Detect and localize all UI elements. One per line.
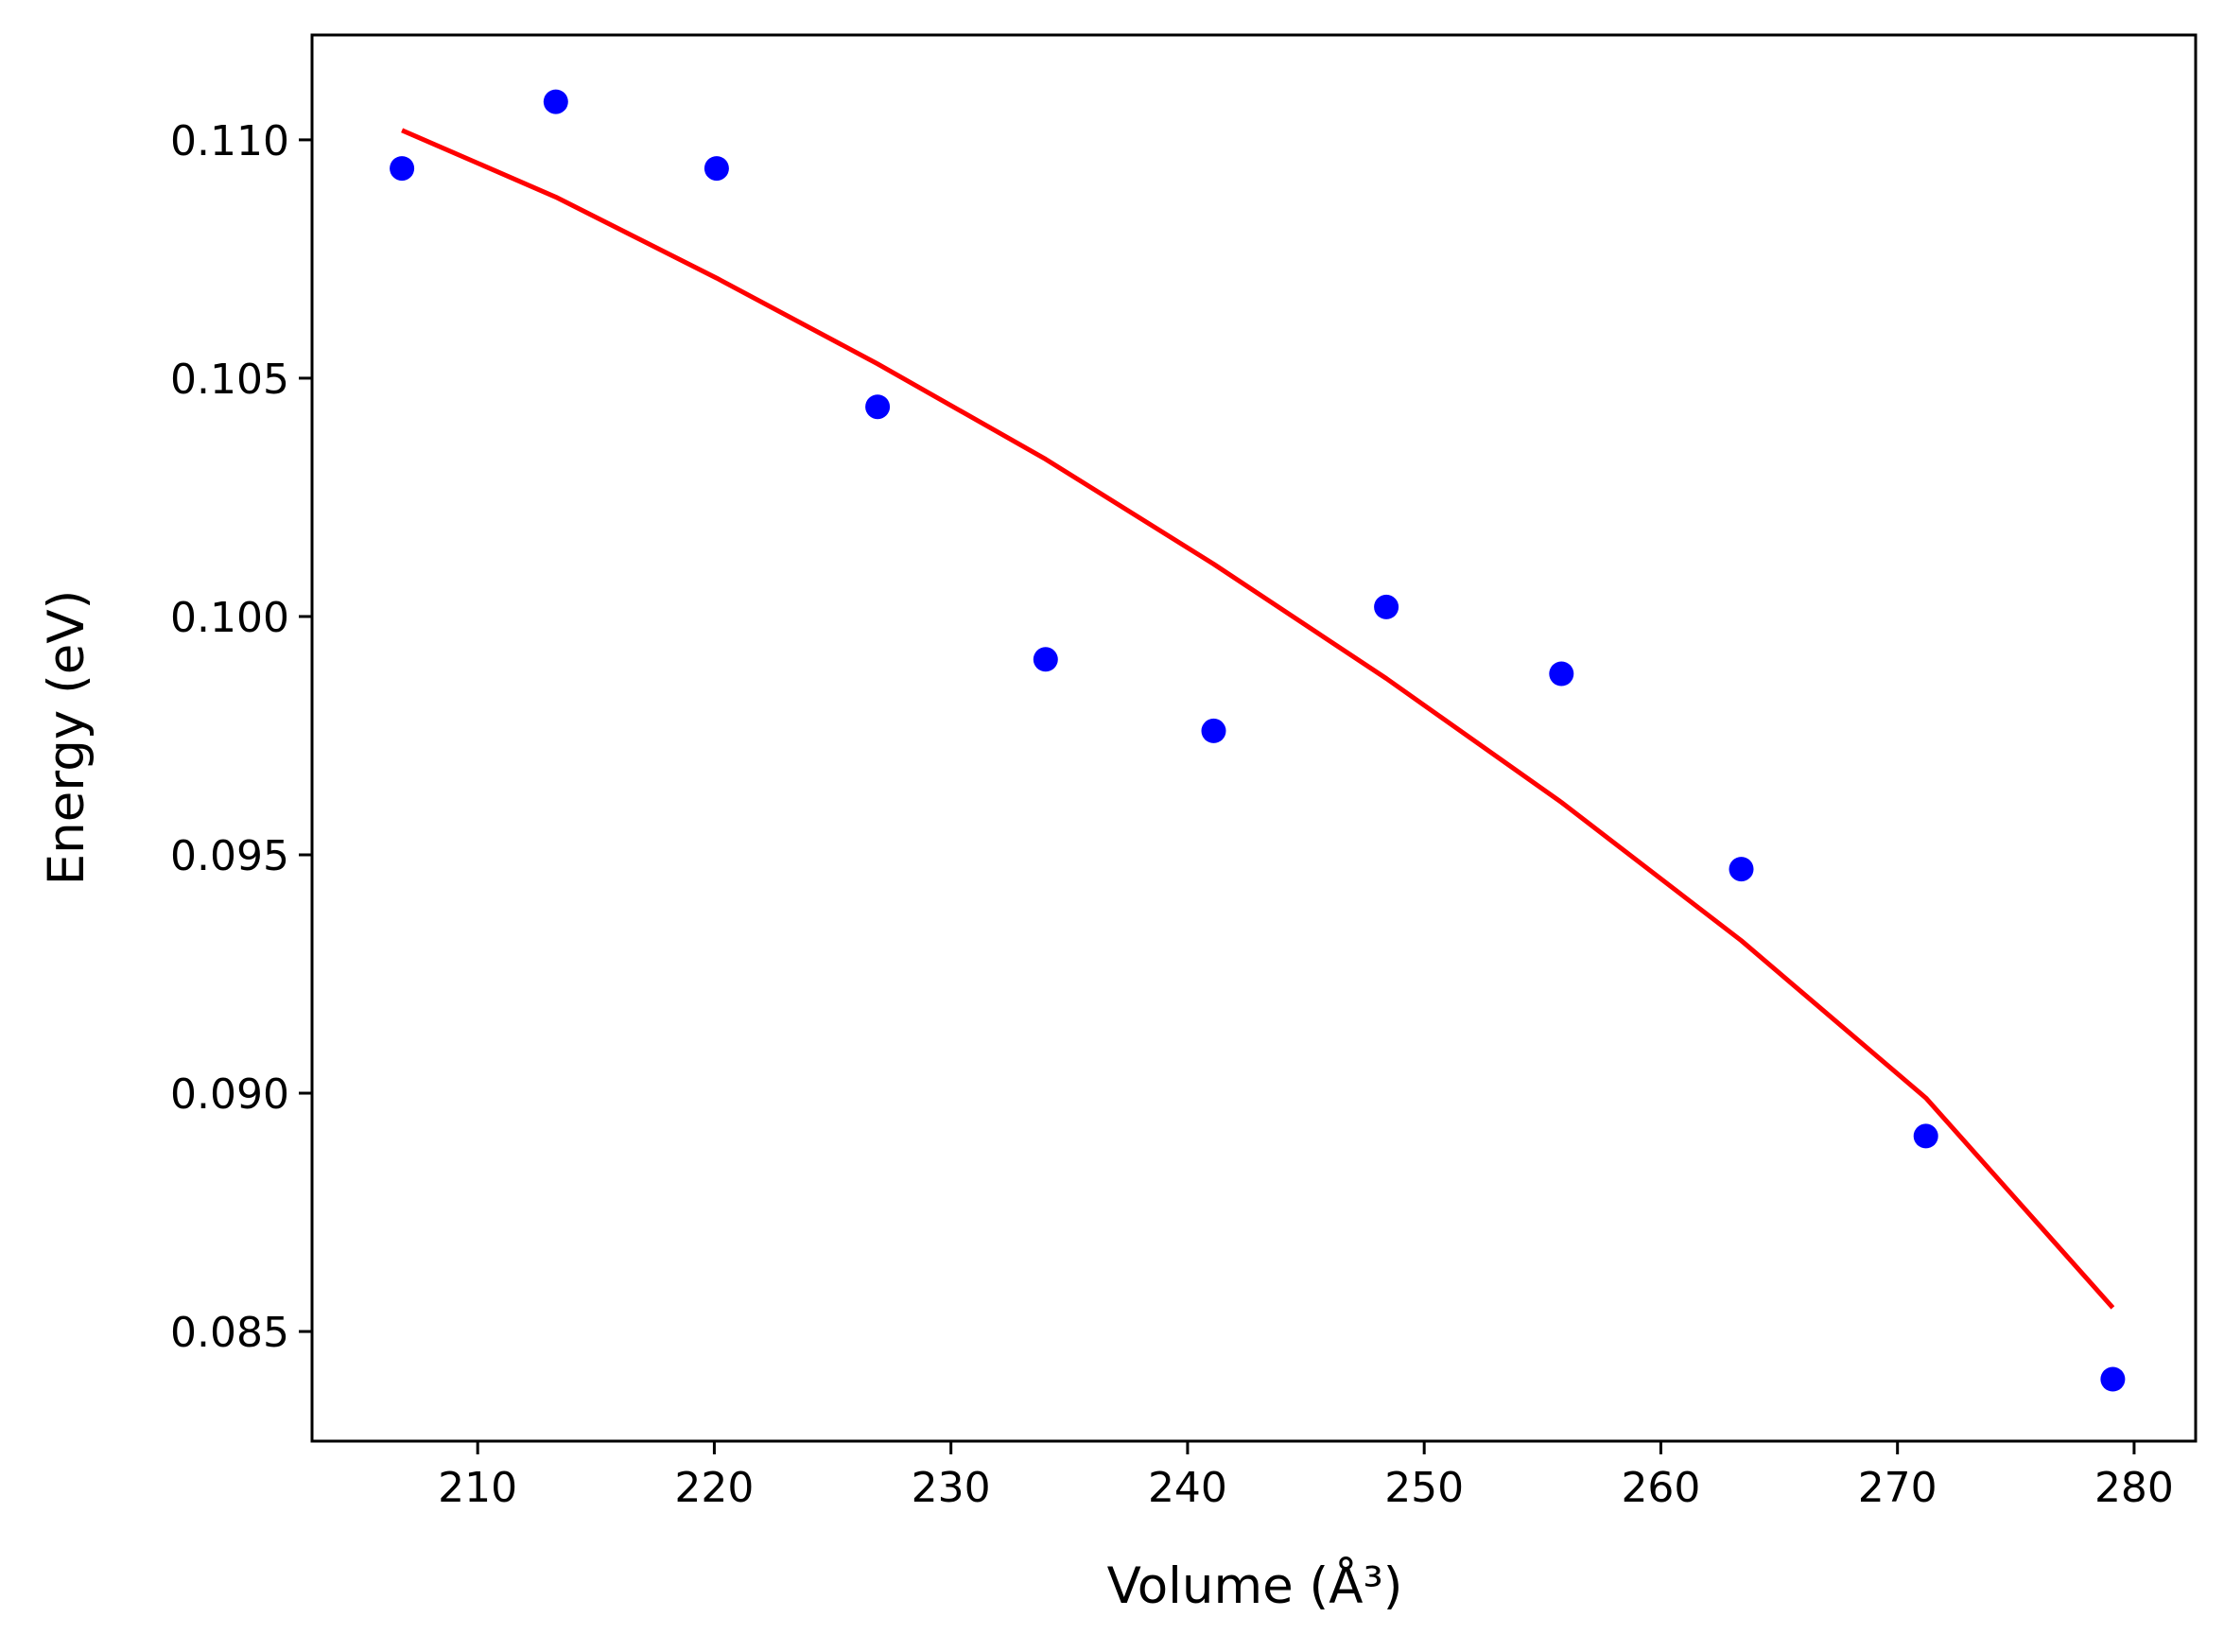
y-axis-label: Energy (eV): [38, 590, 96, 886]
data-point: [1033, 647, 1058, 672]
fit-curve: [401, 128, 2115, 1310]
y-tick-label: 0.095: [170, 832, 289, 880]
data-point: [704, 156, 729, 182]
y-tick-label: 0.110: [170, 117, 289, 165]
data-point: [1549, 661, 1574, 687]
data-point: [2100, 1366, 2126, 1392]
data-point: [1913, 1123, 1938, 1149]
y-tick-label: 0.105: [170, 356, 289, 404]
data-point: [1201, 718, 1226, 743]
y-tick-label: 0.085: [170, 1309, 289, 1357]
plot-frame: [310, 33, 2198, 1443]
x-tick-label: 210: [438, 1464, 517, 1512]
y-tick-label: 0.100: [170, 594, 289, 642]
x-tick-label: 260: [1621, 1464, 1700, 1512]
x-axis-label: Volume (Å³): [1107, 1555, 1403, 1615]
x-tick-label: 230: [912, 1464, 991, 1512]
y-tick-label: 0.090: [170, 1070, 289, 1119]
data-point: [390, 156, 415, 182]
x-tick-label: 250: [1384, 1464, 1464, 1512]
data-point: [1729, 857, 1754, 882]
data-point: [543, 89, 568, 114]
x-tick-label: 220: [674, 1464, 754, 1512]
data-point: [1374, 594, 1399, 619]
x-tick-label: 240: [1148, 1464, 1227, 1512]
x-tick-label: 270: [1858, 1464, 1937, 1512]
x-tick-label: 280: [2094, 1464, 2174, 1512]
data-point: [865, 394, 891, 420]
